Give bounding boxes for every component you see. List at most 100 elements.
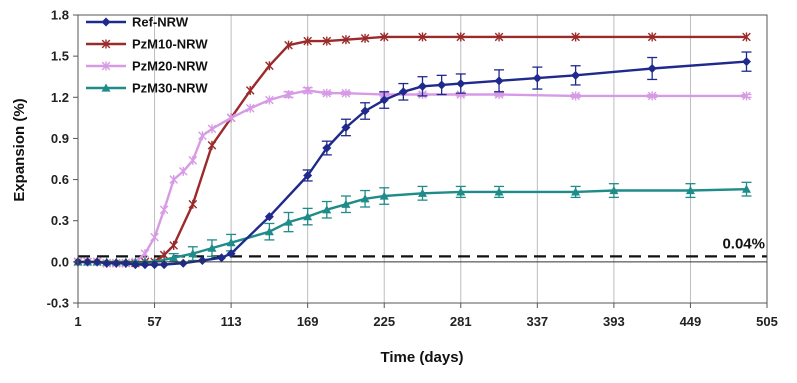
x-tick-label: 57 [147,314,161,329]
x-tick-label: 1 [74,314,81,329]
x-tick-labels: 1 57 113 169 225 281 337 393 449 505 [74,303,778,329]
data-point [437,80,447,90]
x-axis-title: Time (days) [380,349,463,366]
legend-label: PzM20-NRW [132,59,208,74]
data-point [494,76,504,86]
data-point [264,212,274,222]
series-line [78,188,747,264]
data-point [379,32,389,42]
data-point [101,39,111,49]
legend-label: Ref-NRW [132,15,189,30]
data-point [140,249,150,259]
data-point [169,253,179,262]
data-point [303,85,312,95]
data-point [226,249,236,259]
data-point [303,36,312,46]
plot-frame [77,14,768,304]
x-tick-label: 393 [603,314,625,329]
data-point [284,90,293,100]
data-point [188,199,198,209]
data-point [169,175,179,185]
data-point [265,61,274,71]
data-point [284,40,293,50]
data-point [571,91,580,101]
y-tick-label: 0.0 [51,254,69,269]
data-point [207,243,217,252]
data-point [101,83,111,92]
data-point [101,61,111,71]
legend-item-pzm10-nrw: PzM10-NRW [86,37,208,52]
data-point [197,255,207,265]
y-axis-title: Expansion (%) [11,98,28,201]
series-pzm30-nrw [73,181,752,266]
x-tick-label: 169 [297,314,319,329]
data-point [102,258,112,268]
data-point [322,36,332,46]
data-point [159,250,169,260]
data-point [379,191,389,200]
data-point [418,188,427,197]
series-ref-nrw [73,51,752,270]
data-point [398,87,408,97]
axes-layer [77,14,768,304]
x-tick-label: 337 [526,314,548,329]
data-point [101,17,111,27]
data-point [609,186,619,195]
data-point [341,122,351,132]
threshold-label: 0.04% [722,235,765,252]
data-point [341,88,351,98]
y-tick-label: -0.3 [47,296,69,311]
x-tick-label: 225 [373,314,395,329]
data-point [571,32,580,42]
data-point [360,106,370,116]
data-point [303,170,313,180]
data-point [456,79,466,89]
data-point [150,232,159,242]
x-tick-label: 449 [680,314,702,329]
legend-item-pzm20-nrw: PzM20-NRW [86,59,208,74]
data-point [178,258,188,268]
data-point [188,155,198,165]
data-point [571,70,581,80]
data-point [111,258,121,268]
y-tick-labels: -0.3 0.0 0.3 0.6 0.9 1.2 1.5 1.8 [47,8,78,311]
data-point [226,238,236,247]
data-point [741,57,751,67]
data-point [456,187,466,196]
grid-layer [154,15,691,303]
data-point [742,32,751,42]
data-point [494,32,504,42]
x-tick-label: 113 [221,314,242,329]
data-point [647,32,657,42]
data-point [121,258,131,268]
y-tick-label: 0.3 [51,213,69,228]
data-point [264,227,274,236]
data-point [159,205,169,215]
data-point [379,95,389,105]
data-point [198,131,207,141]
y-tick-label: 1.8 [51,8,69,23]
y-tick-label: 0.6 [51,172,69,187]
legend-label: PzM10-NRW [132,37,208,52]
data-point [741,184,751,193]
data-point [360,194,370,203]
data-point [265,95,274,105]
data-point [647,91,657,101]
data-point [217,253,227,263]
legend-label: PzM30-NRW [132,81,208,96]
data-point [532,73,542,83]
data-point [245,85,255,95]
data-point [341,35,351,45]
data-point [322,143,332,153]
data-point [742,91,751,101]
threshold-layer: 0.04% [78,235,767,258]
data-point [418,81,427,91]
data-point [303,212,313,221]
data-point [341,199,351,208]
data-point [284,217,294,226]
data-point [207,140,217,150]
data-point [245,103,255,113]
data-point [207,124,217,134]
